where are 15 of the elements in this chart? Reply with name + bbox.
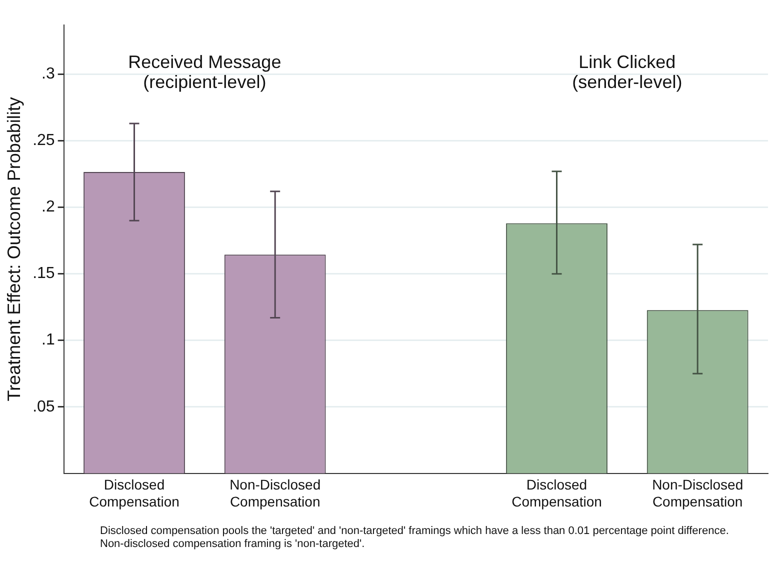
annotation: Link Clicked (sender-level) — [572, 52, 682, 92]
y-tick-label: .15 — [32, 265, 55, 282]
y-tick-label: .1 — [42, 332, 55, 349]
x-tick-label: Non-Disclosed Compensation — [230, 476, 321, 510]
y-tick-label: .2 — [42, 198, 55, 216]
x-tick-label: Disclosed Compensation — [512, 476, 602, 510]
x-tick-label: Disclosed Compensation — [89, 476, 180, 510]
annotation: Received Message (recipient-level) — [128, 52, 282, 92]
y-tick-label: .05 — [32, 398, 55, 416]
y-tick-label: .25 — [32, 132, 55, 150]
y-axis-title: Treatment Effect: Outcome Probability — [4, 97, 24, 402]
text: Disclosed compensation pools the 'targeted' and 'non-targeted' framings which have a less than 0.01 percentage point difference. — [100, 525, 729, 538]
text: Non-disclosed compensation framing is 'non-targeted'. — [100, 538, 366, 551]
x-tick-label: Non-Disclosed Compensation — [652, 476, 744, 510]
y-tick-label: .3 — [42, 66, 55, 83]
